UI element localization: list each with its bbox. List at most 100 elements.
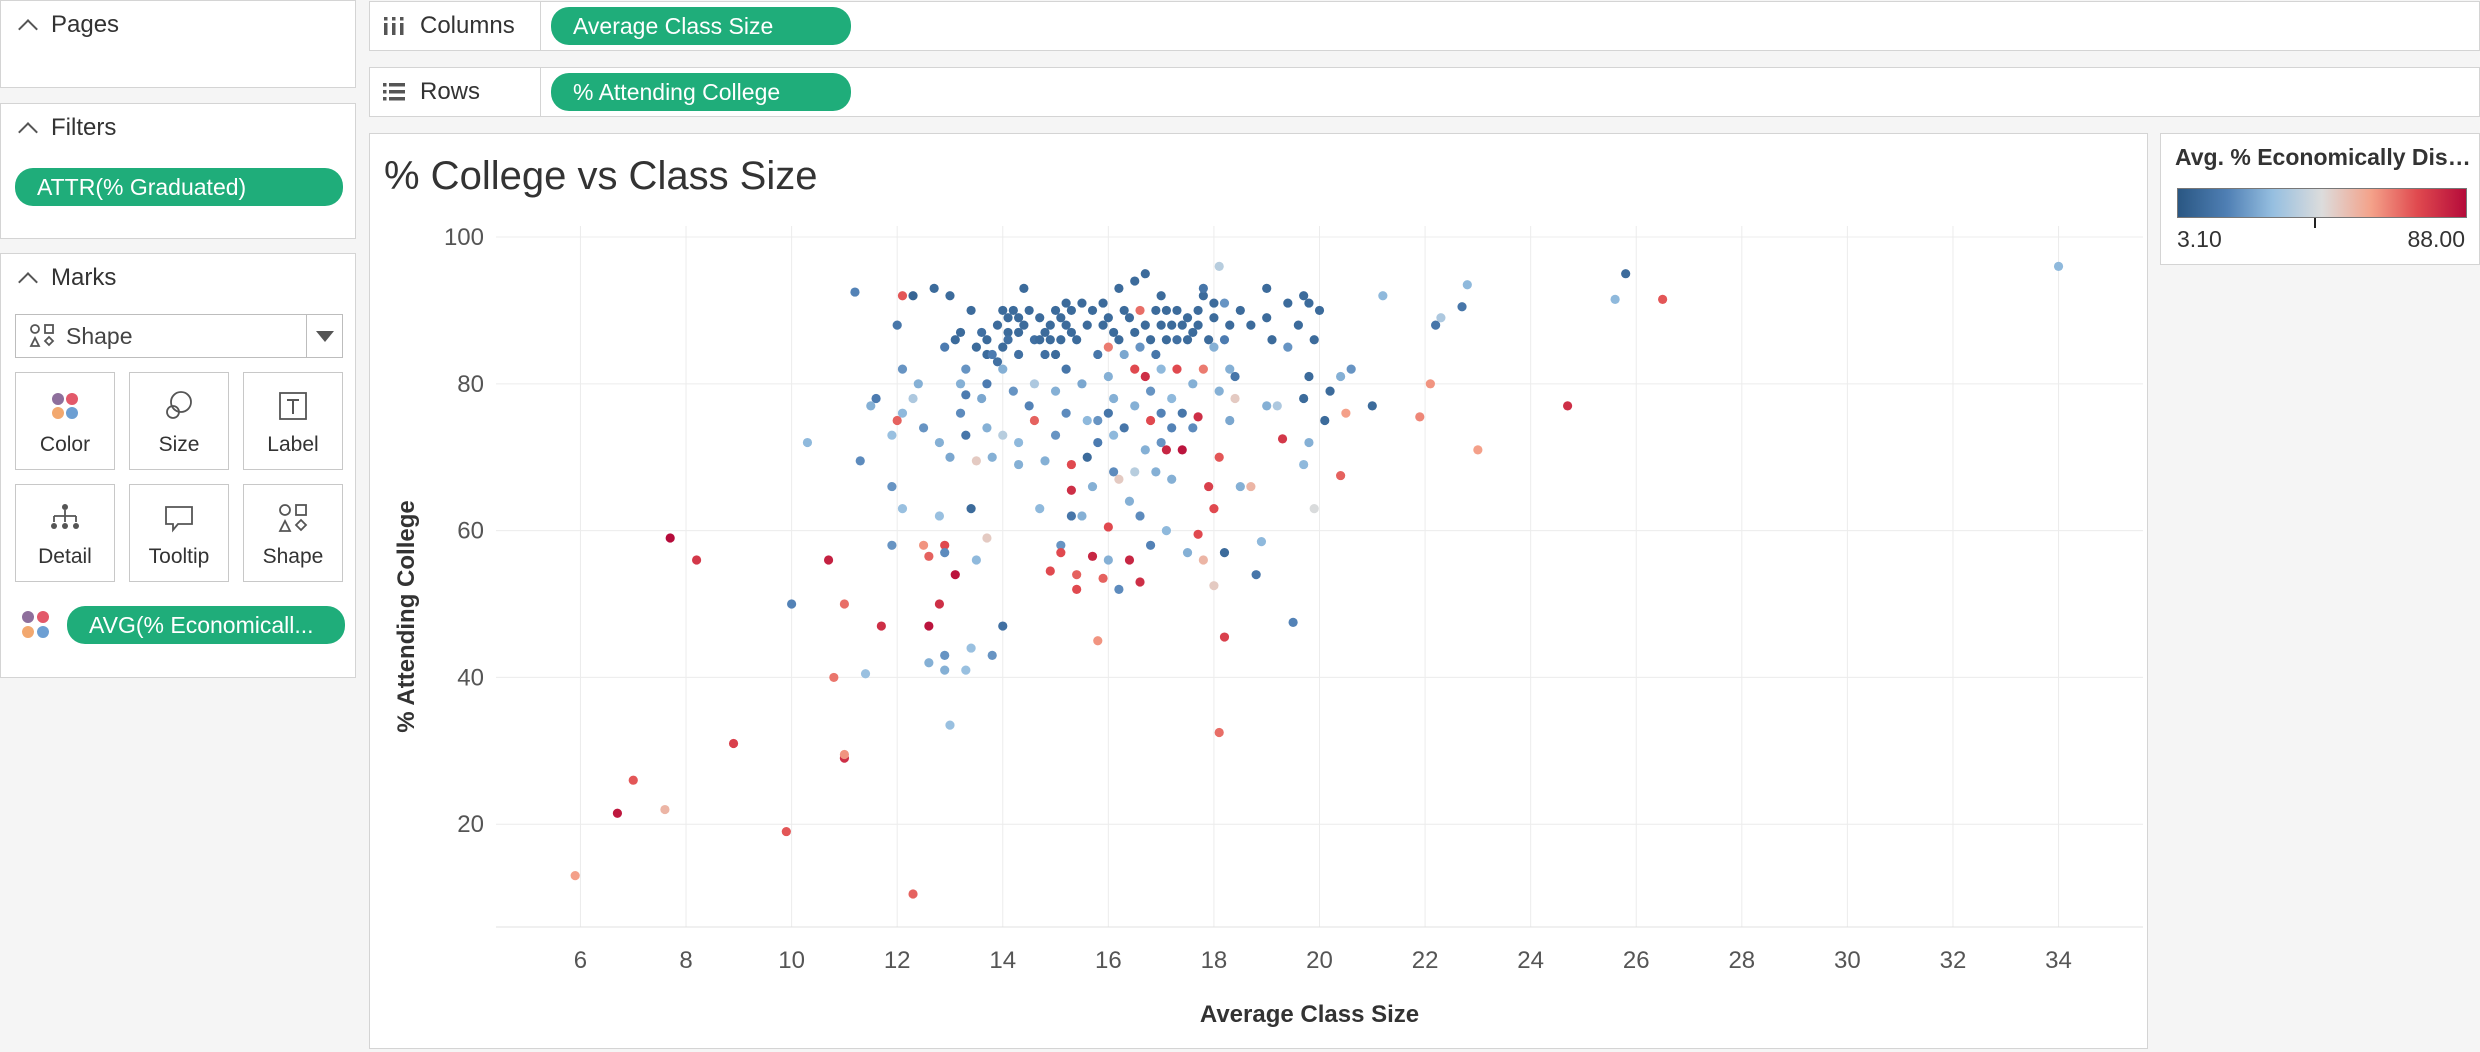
scatter-point [1056, 335, 1066, 345]
scatter-point [1167, 393, 1177, 404]
scatter-point [1109, 430, 1119, 440]
scatter-point [1130, 276, 1140, 286]
scatter-point [1177, 445, 1187, 455]
scatter-point [977, 327, 987, 338]
scatter-point [1114, 584, 1124, 594]
scatter-point [1119, 305, 1129, 316]
scatter-point [1219, 632, 1230, 642]
detail-button[interactable]: Detail [15, 484, 115, 582]
scatter-point [918, 540, 929, 550]
scatter-point [1061, 298, 1071, 308]
columns-pill[interactable]: Average Class Size [551, 7, 851, 45]
columns-shelf[interactable]: Columns Average Class Size [369, 1, 2480, 51]
scatter-point [966, 504, 976, 514]
x-tick-label: 14 [989, 947, 1016, 974]
filter-pill[interactable]: ATTR(% Graduated) [15, 168, 343, 206]
scatter-point [1003, 335, 1013, 345]
label-button-label: Label [267, 433, 319, 456]
color-legend: Avg. % Economically Disa... 3.10 88.00 [2160, 133, 2480, 265]
collapse-caret-icon[interactable] [18, 19, 38, 39]
rows-pill[interactable]: % Attending College [551, 73, 851, 111]
scatter-point [1103, 522, 1113, 532]
scatter-point [940, 342, 950, 352]
scatter-point [1114, 474, 1124, 484]
scatter-point [1156, 437, 1166, 448]
mark-type-select[interactable]: Shape [15, 314, 343, 358]
scatter-point [1029, 415, 1040, 426]
scatter-point [781, 826, 791, 837]
chevron-down-icon[interactable] [306, 315, 342, 357]
scatter-point [1093, 437, 1103, 448]
color-button[interactable]: Color [15, 372, 115, 470]
scatter-point [1161, 526, 1172, 536]
marks-header[interactable]: Marks [1, 254, 355, 302]
scatter-point [1309, 335, 1319, 345]
scatter-point [998, 430, 1008, 440]
scatter-point [1172, 364, 1182, 374]
scatter-point [1209, 298, 1219, 308]
scatter-point [982, 423, 992, 433]
scatter-point [1277, 434, 1288, 444]
scatter-point [1040, 456, 1050, 466]
pages-header[interactable]: Pages [1, 1, 355, 49]
scatter-point [1050, 349, 1061, 360]
scatter-point [1130, 364, 1140, 374]
scatter-point [691, 555, 702, 565]
scatter-point [971, 555, 981, 565]
scatter-point [961, 364, 971, 374]
scatter-point [1066, 459, 1076, 470]
scatter-point [850, 287, 860, 297]
scatter-point [924, 621, 934, 631]
filters-header[interactable]: Filters [1, 104, 355, 152]
scatter-point [1082, 415, 1092, 426]
legend-gradient-bar[interactable] [2177, 188, 2467, 218]
scatter-point [829, 672, 839, 683]
scatter-point [1056, 313, 1066, 323]
scatter-point [1093, 349, 1103, 360]
color-icon [22, 611, 49, 638]
scatter-point [940, 650, 950, 661]
x-tick-label: 24 [1517, 947, 1544, 974]
scatter-point [1003, 313, 1013, 323]
scatter-point [992, 320, 1003, 330]
shape-button[interactable]: Shape [243, 484, 343, 582]
scatter-point [1072, 570, 1082, 580]
scatter-point [1114, 335, 1124, 345]
scatter-point [961, 430, 971, 440]
collapse-caret-icon[interactable] [18, 272, 38, 292]
scatter-point [1214, 727, 1224, 738]
scatter-point [1188, 379, 1198, 389]
marks-card: Marks Shape Color Size [0, 253, 356, 678]
y-tick-label: 20 [457, 811, 484, 838]
scatter-point [992, 357, 1003, 367]
scatter-point [871, 393, 881, 404]
color-encoding-pill[interactable]: AVG(% Economicall... [67, 606, 345, 644]
scatter-point [1167, 423, 1177, 433]
scatter-point [1045, 335, 1055, 345]
scatter-point [1135, 511, 1145, 521]
scatter-point [1262, 283, 1272, 293]
scatter-point [1214, 261, 1224, 271]
scatter-point [1304, 371, 1314, 382]
scatter-point [1035, 335, 1045, 345]
label-icon [279, 392, 307, 420]
label-button[interactable]: Label [243, 372, 343, 470]
scatter-point [1135, 342, 1145, 352]
scatter-point [1219, 335, 1230, 345]
scatter-point [934, 437, 945, 448]
scatter-point [1161, 335, 1172, 345]
scatter-point [1024, 305, 1034, 316]
scatter-point [1336, 371, 1346, 382]
tooltip-button[interactable]: Tooltip [129, 484, 229, 582]
scatter-point [1204, 481, 1214, 492]
scatter-point [1151, 349, 1161, 360]
size-button[interactable]: Size [129, 372, 229, 470]
collapse-caret-icon[interactable] [18, 122, 38, 142]
scatter-point [1299, 459, 1309, 470]
scatter-chart[interactable]: 6 8 10 12 14 16 18 20 22 24 26 28 30 32 34 20 40 60 80 100 A… [370, 134, 2149, 1050]
scatter-point [1061, 320, 1071, 330]
rows-shelf[interactable]: Rows % Attending College [369, 67, 2480, 117]
scatter-point [1235, 481, 1245, 492]
scatter-point [1050, 305, 1061, 316]
scatter-point [1072, 335, 1082, 345]
